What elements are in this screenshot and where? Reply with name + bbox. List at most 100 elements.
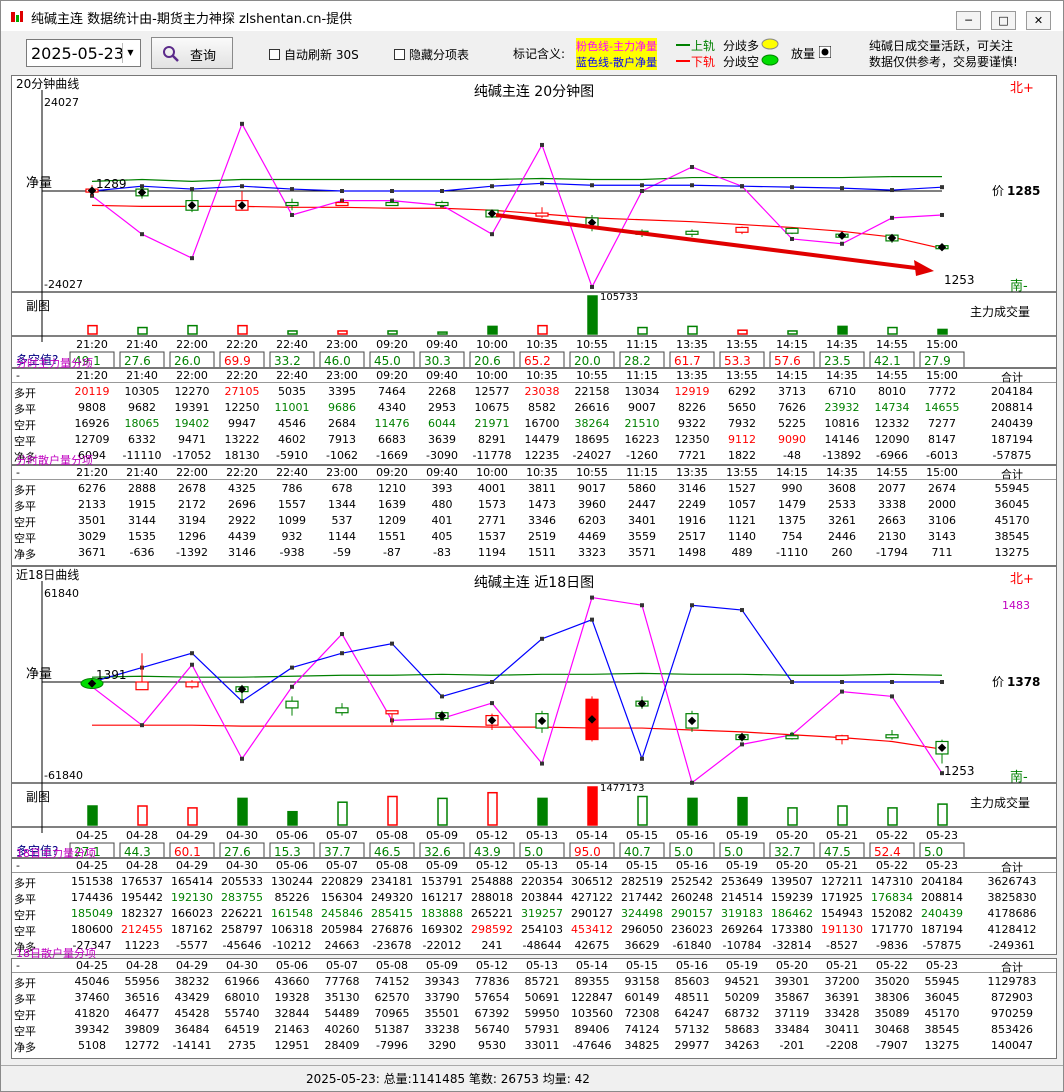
down-rail-icon [676, 60, 690, 62]
table-cell: 1121 [728, 514, 756, 527]
maximize-button[interactable]: □ [991, 11, 1016, 30]
column-header: 14:55 [876, 369, 908, 382]
table-cell: 3290 [428, 1039, 456, 1052]
table-cell: -1392 [176, 546, 208, 559]
retail-net-line-point [740, 608, 744, 613]
table-cell: 3346 [528, 514, 556, 527]
row-label: 多平 [14, 500, 36, 513]
ls-value: 33.2 [274, 354, 301, 367]
time-label: 05-19 [726, 829, 758, 842]
date-picker[interactable]: 2025-05-23 ▼ [26, 39, 141, 67]
time-label: 05-13 [526, 829, 558, 842]
table-cell: 183888 [421, 907, 463, 920]
column-header: 05-16 [676, 859, 708, 872]
checkbox-box[interactable] [269, 49, 280, 60]
ls-value: 27.6 [124, 354, 151, 367]
retail-net-line-point [940, 185, 944, 190]
table-cell: 12919 [674, 385, 710, 398]
table-cell: 14734 [874, 401, 910, 414]
table-cell: -6966 [876, 449, 908, 462]
north-label: 北+ [1010, 81, 1034, 96]
table-cell: 1915 [128, 498, 156, 511]
auto-refresh-checkbox[interactable]: 自动刷新 30S [269, 46, 359, 63]
query-button[interactable]: 查询 [151, 37, 233, 69]
main-net-line-point [890, 215, 894, 220]
auto-refresh-label: 自动刷新 30S [284, 48, 359, 62]
ls-box [669, 351, 715, 367]
table-cell: 1209 [378, 514, 406, 527]
table-cell: 45170 [994, 514, 1030, 527]
retail-net-line-point [590, 183, 594, 188]
close-button[interactable]: ✕ [1026, 11, 1051, 30]
table-cell: 2735 [228, 1039, 256, 1052]
table-cell: 12090 [874, 433, 910, 446]
row-label: 多开 [14, 977, 36, 990]
volume-bar [737, 796, 748, 826]
table-main-20min: - 分时主力量分项 21:20 21:40 22:00 22:20 22:40 23:00 09… [11, 357, 1057, 465]
minimize-button[interactable]: ─ [956, 11, 981, 30]
column-header: 04-28 [126, 859, 158, 872]
chevron-down-icon[interactable]: ▼ [122, 43, 138, 63]
table-cell: 2674 [928, 482, 956, 495]
main-net-line-point [790, 236, 794, 241]
candle-body [685, 230, 699, 235]
table-cell: 56740 [474, 1023, 510, 1036]
table-cell: 29977 [674, 1039, 710, 1052]
table-cell: 40260 [324, 1023, 360, 1036]
table-cell: 20119 [74, 385, 110, 398]
table-cell: 39809 [124, 1023, 160, 1036]
table-cell: -59 [333, 546, 351, 559]
volume-bar [87, 324, 98, 335]
table-cell: 34263 [724, 1039, 760, 1052]
status-text: 2025-05-23: 总量:1141485 笔数: 26753 均量: 42 [306, 1072, 590, 1086]
table-cell: -5910 [276, 449, 308, 462]
main-net-line-point [290, 212, 294, 217]
volume-peak: 1477173 [600, 783, 645, 794]
table-cell: 2517 [678, 530, 706, 543]
north-label: 北+ [1010, 572, 1034, 587]
legend-label: 标记含义: [513, 47, 566, 61]
ls-value: 23.5 [824, 354, 851, 367]
table-cell: 6332 [128, 433, 156, 446]
time-label: 05-12 [476, 829, 508, 842]
table-cell: 48511 [674, 991, 710, 1004]
trend-arrow-head [914, 260, 934, 276]
table-cell: 240439 [991, 417, 1033, 430]
table-cell: 72308 [624, 1007, 660, 1020]
candle-body [335, 707, 349, 714]
column-header: 10:00 [476, 466, 508, 479]
table-cell: 77836 [474, 975, 510, 988]
table-cell: 4325 [228, 482, 256, 495]
volume-bar [537, 324, 548, 335]
table-cell: 2953 [428, 401, 456, 414]
table-cell: 39301 [774, 975, 810, 988]
table-cell: 11001 [274, 401, 310, 414]
column-header: 05-08 [376, 859, 408, 872]
row-label: 多开 [14, 387, 36, 400]
retail-net-line-point [340, 651, 344, 656]
table-cell: 324498 [621, 907, 663, 920]
ls-box [219, 351, 265, 367]
table-cell: 236023 [671, 923, 713, 936]
hide-items-checkbox[interactable]: 隐藏分项表 [394, 46, 469, 63]
table-cell: -32814 [772, 939, 812, 952]
checkbox-box[interactable] [394, 49, 405, 60]
ls-value: 27.1 [74, 845, 101, 857]
ls-box [719, 351, 765, 367]
row-label: 空开 [14, 909, 36, 922]
total-header: 合计 [1001, 468, 1023, 481]
row-label: 多开 [14, 484, 36, 497]
main-net-line-point [190, 662, 194, 667]
column-header: 10:35 [526, 369, 558, 382]
table-cell: 19328 [274, 991, 310, 1004]
table-cell: 70965 [374, 1007, 410, 1020]
table-cell: 30468 [874, 1023, 910, 1036]
retail-net-line-point [840, 186, 844, 191]
volume-bar [337, 801, 348, 826]
volume-label: 主力成交量 [970, 304, 1030, 319]
ls-value: 32.6 [424, 845, 451, 857]
column-header: 11:15 [626, 369, 658, 382]
table-cell: -11778 [472, 449, 512, 462]
column-header: 05-19 [726, 959, 758, 972]
column-header: 05-09 [426, 959, 458, 972]
